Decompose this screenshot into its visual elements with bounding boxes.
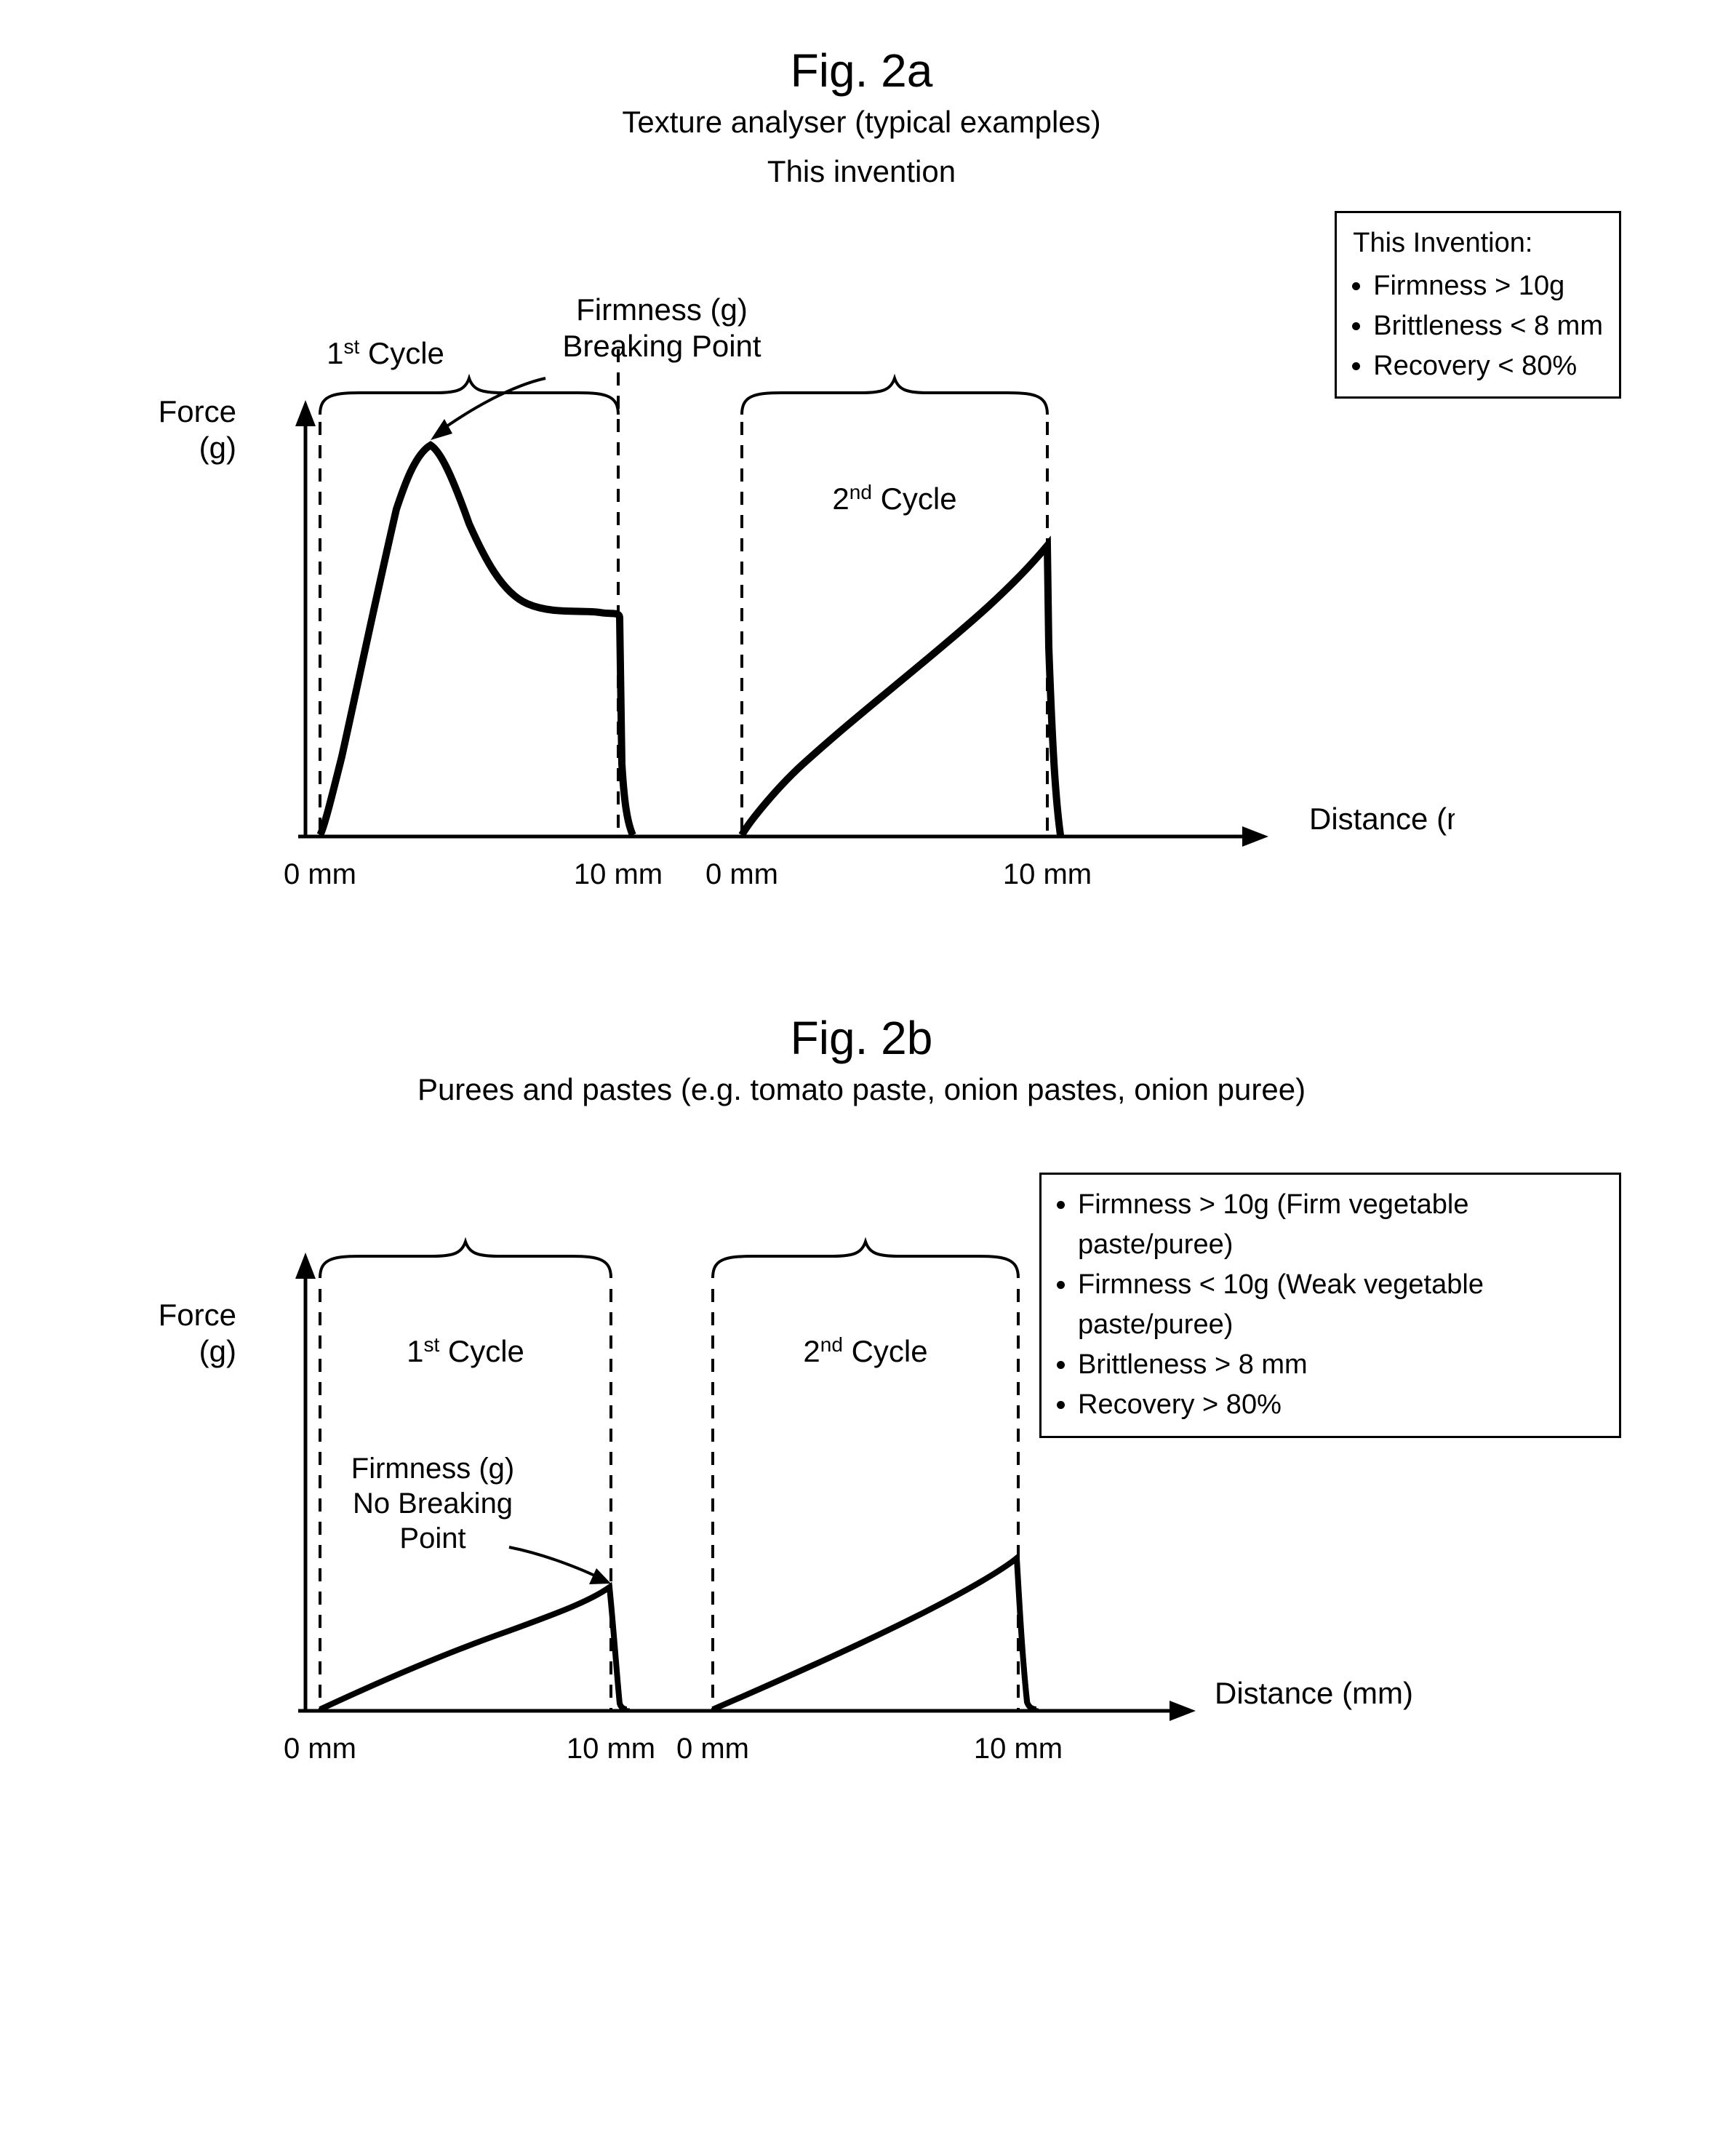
- cycle1-label: 1st Cycle: [407, 1333, 524, 1368]
- y-axis-label-1: Force: [159, 394, 236, 428]
- fig2a-legend: This Invention: Firmness > 10g Brittlene…: [1335, 211, 1621, 399]
- fig2a-svg: Force (g) 1st Cycle 2nd Cycle Firmness (…: [73, 196, 1455, 924]
- firmness-label-2: No Breaking: [353, 1488, 513, 1520]
- cycle2-label: 2nd Cycle: [832, 481, 956, 516]
- firmness-label-1: Firmness (g): [576, 292, 748, 327]
- fig2a-title: Fig. 2a: [73, 44, 1650, 97]
- cycle2-label: 2nd Cycle: [803, 1333, 927, 1368]
- figure-2a: Fig. 2a Texture analyser (typical exampl…: [73, 44, 1650, 924]
- fig2a-legend-list: Firmness > 10g Brittleness < 8 mm Recove…: [1353, 266, 1603, 386]
- fig2b-subtitle: Purees and pastes (e.g. tomato paste, on…: [73, 1072, 1650, 1107]
- guides: [320, 349, 1047, 837]
- x-axis-label: Distance (mm): [1215, 1676, 1413, 1710]
- no-break-arrow: [509, 1547, 611, 1584]
- fig2b-legend-item: Firmness < 10g (Weak vegetable paste/pur…: [1078, 1265, 1603, 1345]
- tick-10b: 10 mm: [1003, 858, 1092, 890]
- brace-cycle1: [320, 378, 618, 415]
- fig2a-subtitle: Texture analyser (typical examples): [73, 105, 1650, 140]
- tick-0a: 0 mm: [284, 858, 356, 890]
- x-axis-label: Distance (mm): [1309, 802, 1455, 836]
- figure-2b: Fig. 2b Purees and pastes (e.g. tomato p…: [73, 1011, 1650, 1791]
- trace-cycle1: [320, 445, 633, 835]
- fig2b-legend-list: Firmness > 10g (Firm vegetable paste/pur…: [1058, 1185, 1603, 1426]
- fig2a-legend-item: Recovery < 80%: [1373, 346, 1603, 386]
- fig2a-heading: This invention: [73, 154, 1650, 189]
- brace-cycle2: [713, 1242, 1018, 1278]
- tick-10a: 10 mm: [567, 1733, 655, 1765]
- fig2a-legend-item: Firmness > 10g: [1373, 266, 1603, 306]
- y-axis-label-2: (g): [199, 431, 236, 465]
- tick-10b: 10 mm: [974, 1733, 1063, 1765]
- fig2b-legend-item: Firmness > 10g (Firm vegetable paste/pur…: [1078, 1185, 1603, 1265]
- tick-0a: 0 mm: [284, 1733, 356, 1765]
- trace-c1-a: [320, 1587, 627, 1709]
- fig2a-chart-wrap: This Invention: Firmness > 10g Brittlene…: [73, 196, 1650, 924]
- brace-cycle2: [742, 378, 1047, 415]
- firmness-label-1: Firmness (g): [351, 1453, 514, 1485]
- fig2a-legend-item: Brittleness < 8 mm: [1373, 306, 1603, 346]
- fig2b-title: Fig. 2b: [73, 1011, 1650, 1065]
- tick-0b: 0 mm: [676, 1733, 749, 1765]
- trace-cycle2: [742, 546, 1060, 835]
- y-axis-label-1: Force: [159, 1298, 236, 1332]
- brace-cycle1: [320, 1242, 611, 1278]
- fig2b-legend-item: Recovery > 80%: [1078, 1385, 1603, 1425]
- tick-10a: 10 mm: [574, 858, 663, 890]
- tick-0b: 0 mm: [705, 858, 778, 890]
- fig2a-legend-title: This Invention:: [1353, 223, 1603, 263]
- fig2b-legend: Firmness > 10g (Firm vegetable paste/pur…: [1039, 1173, 1621, 1438]
- y-axis-label-2: (g): [199, 1334, 236, 1368]
- firmness-label-2: Breaking Point: [562, 329, 761, 363]
- breaking-point-arrow: [431, 378, 545, 440]
- firmness-label-3: Point: [399, 1522, 465, 1554]
- cycle1-label: 1st Cycle: [327, 335, 444, 370]
- fig2b-chart-wrap: Firmness > 10g (Firm vegetable paste/pur…: [73, 1122, 1650, 1791]
- fig2b-legend-item: Brittleness > 8 mm: [1078, 1345, 1603, 1385]
